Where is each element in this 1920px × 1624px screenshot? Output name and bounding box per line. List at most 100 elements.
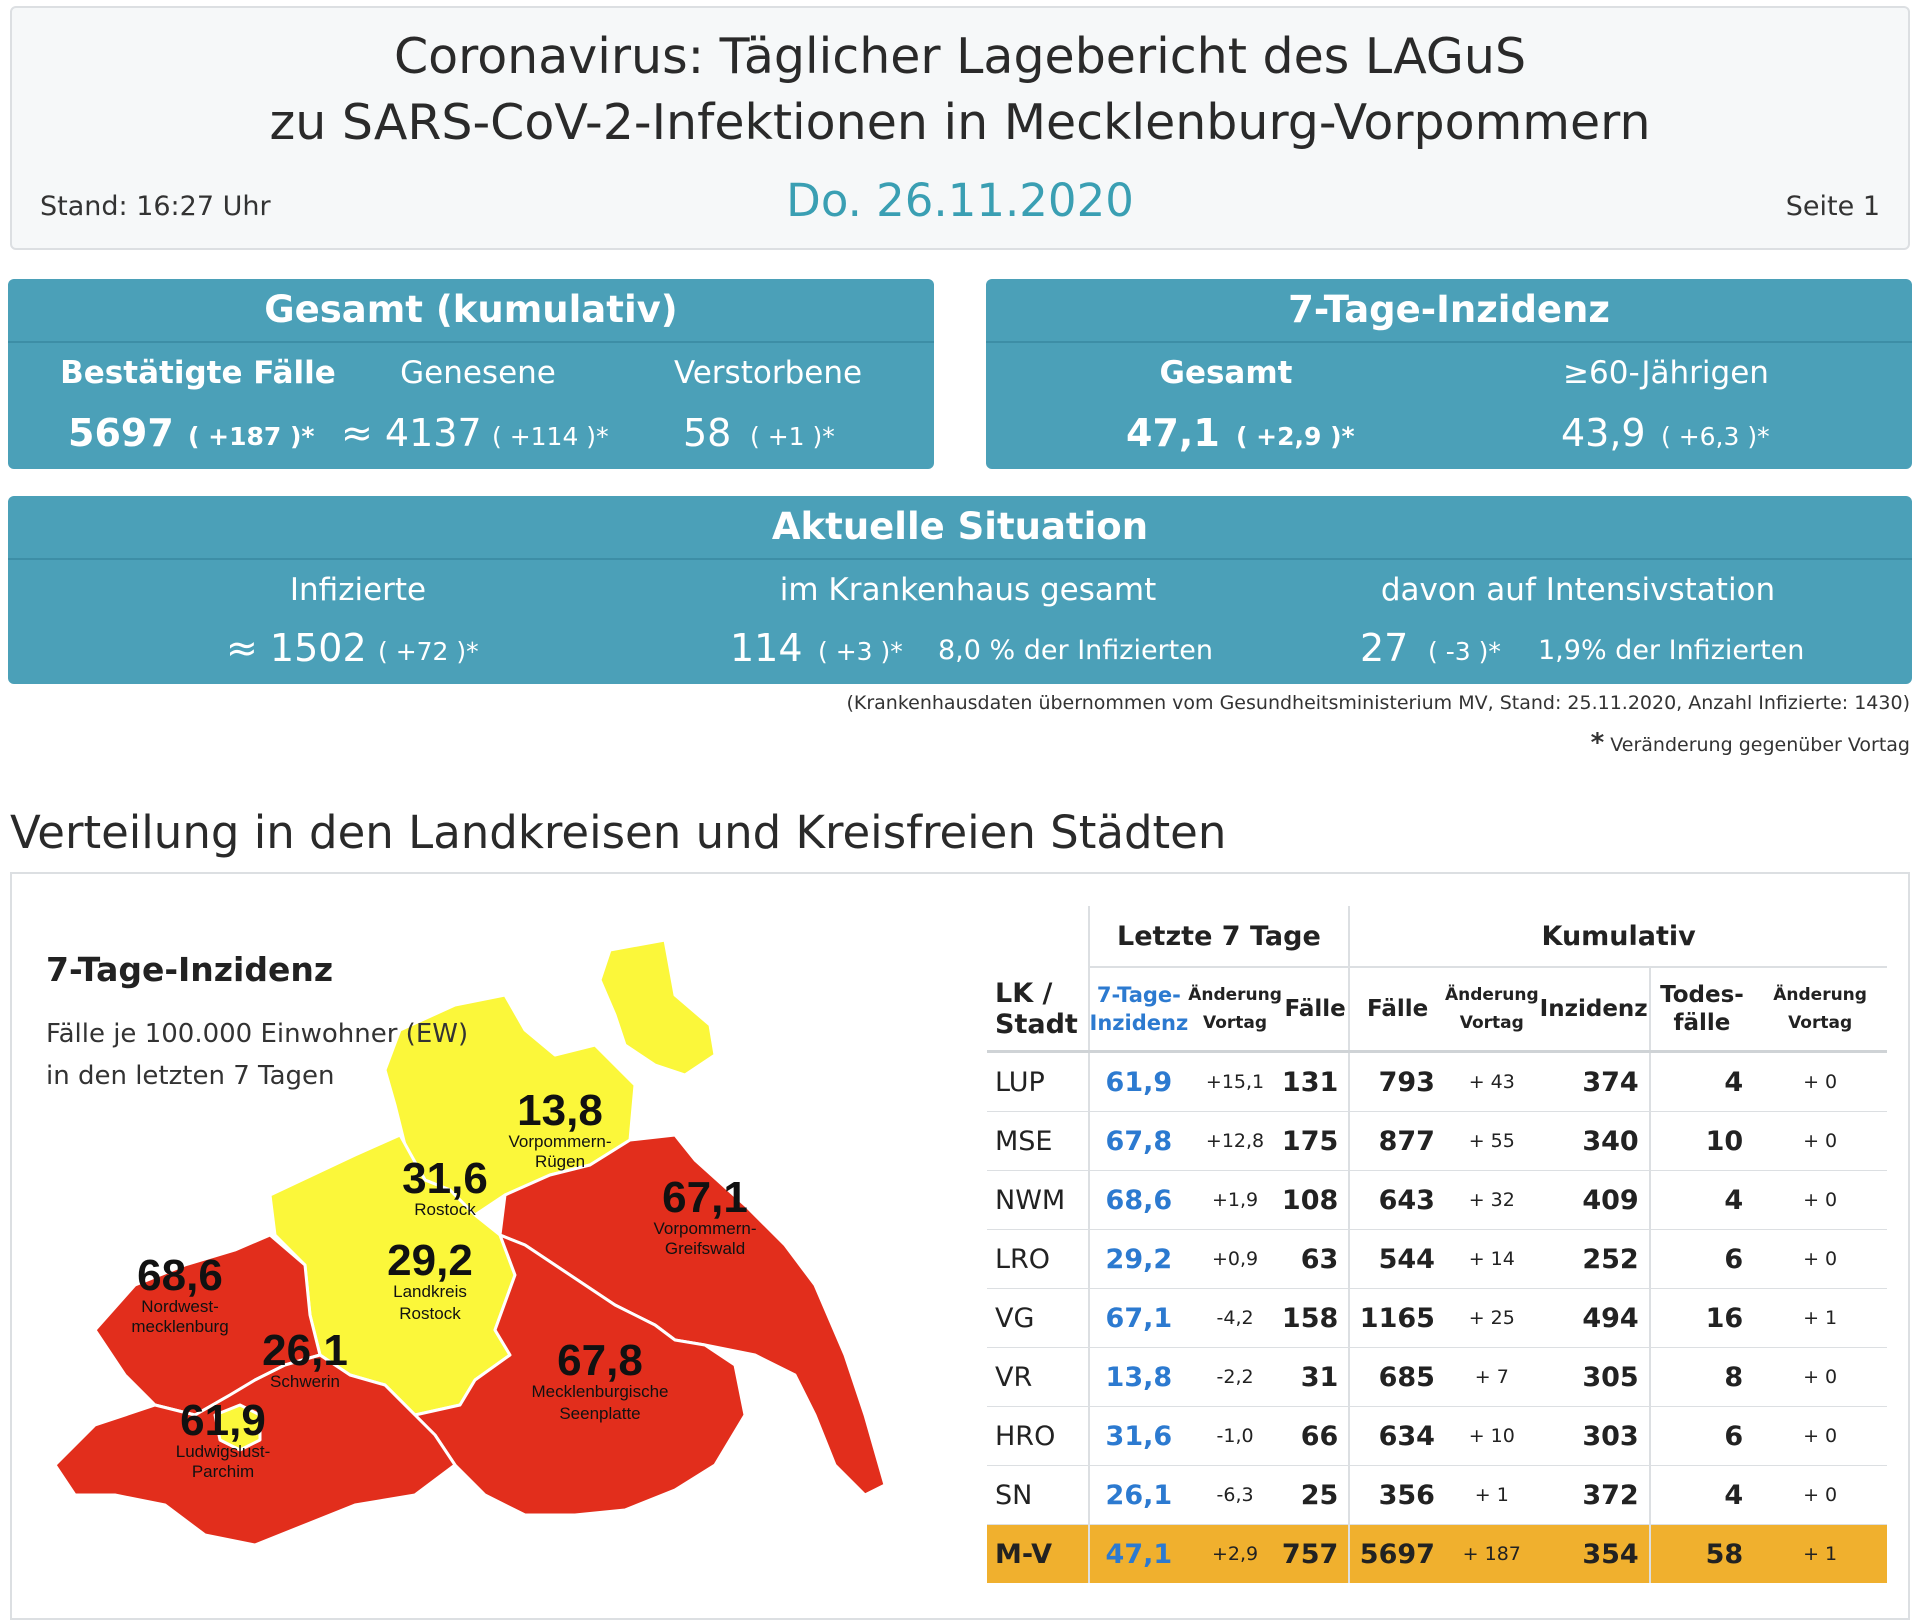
row-cases-cum: 544 xyxy=(1348,1229,1445,1289)
row-incidence-change: -4,2 xyxy=(1188,1288,1282,1348)
row-cases-7day: 158 xyxy=(1281,1288,1350,1348)
header-cases-change: Änderung Vortag xyxy=(1444,967,1539,1053)
incidence-senior-value: 43,9 xyxy=(1561,411,1646,455)
row-incidence: 67,1 xyxy=(1087,1288,1189,1348)
map-regions xyxy=(55,938,887,1547)
map-value-vorpommern-ruegen: 13,8 xyxy=(517,1086,603,1135)
row-incidence-cum: 409 xyxy=(1538,1170,1650,1230)
row-incidence: 29,2 xyxy=(1087,1229,1189,1289)
row-incidence-cum: 374 xyxy=(1538,1051,1650,1112)
map-name-vorpommern-greifswald-1: Vorpommern- xyxy=(654,1219,757,1238)
map-name-vorpommern-ruegen-1: Vorpommern- xyxy=(509,1132,612,1151)
table-row: NWM 68,6 +1,9 108 643 + 32 409 4 + 0 xyxy=(987,1170,1887,1230)
header-deaths-change: Änderung Vortag xyxy=(1753,967,1887,1053)
row-cases-cum: 1165 xyxy=(1348,1288,1445,1348)
total-incidence-change: +2,9 xyxy=(1188,1524,1282,1583)
hospital-value: 114 xyxy=(730,626,803,670)
row-deaths-change: + 0 xyxy=(1753,1465,1887,1525)
row-incidence: 26,1 xyxy=(1087,1465,1189,1525)
row-cases-7day: 108 xyxy=(1281,1170,1350,1230)
card-current-situation: Aktuelle Situation Infizierte im Kranken… xyxy=(8,496,1912,684)
total-incidence-cum: 354 xyxy=(1538,1524,1650,1583)
row-incidence: 67,8 xyxy=(1087,1111,1189,1171)
row-deaths-change: + 1 xyxy=(1753,1288,1887,1348)
row-deaths: 4 xyxy=(1648,1465,1754,1525)
header-deaths-change-1: Änderung xyxy=(1773,985,1867,1005)
report-header: Coronavirus: Täglicher Lagebericht des L… xyxy=(10,6,1910,250)
row-name: LUP xyxy=(987,1051,1089,1112)
icu-percent: 1,9% der Infizierten xyxy=(1538,635,1805,666)
header-cases-change-2: Vortag xyxy=(1459,1013,1524,1033)
map-value-nordwestmecklenburg: 68,6 xyxy=(137,1251,223,1300)
map-name-mecklenburgische-seenplatte-2: Seenplatte xyxy=(559,1404,640,1423)
infected-change: ( +72 )* xyxy=(378,637,479,666)
header-deaths-change-2: Vortag xyxy=(1788,1013,1853,1033)
header-lk: LK / xyxy=(995,977,1053,1009)
total-cases-cum: 5697 xyxy=(1348,1524,1445,1583)
card-incidence: 7-Tage-Inzidenz Gesamt ≥60-Jährigen 47,1… xyxy=(986,279,1912,469)
row-cases-change: + 14 xyxy=(1444,1229,1539,1289)
table-row: MSE 67,8 +12,8 175 877 + 55 340 10 + 0 xyxy=(987,1111,1887,1171)
table-column-header: LK / Stadt 7-Tage- Inzidenz Änderung Vor… xyxy=(987,967,1887,1053)
row-name: VR xyxy=(987,1347,1089,1407)
row-deaths-change: + 0 xyxy=(1753,1111,1887,1171)
table-total-row: M-V 47,1 +2,9 757 5697 + 187 354 58 + 1 xyxy=(987,1524,1887,1583)
map-labels: 13,8 Vorpommern- Rügen 31,6 Rostock 29,2… xyxy=(131,1086,756,1481)
row-cases-cum: 793 xyxy=(1348,1051,1445,1112)
hospital-percent: 8,0 % der Infizierten xyxy=(938,635,1213,666)
region-mecklenburgische-seenplatte xyxy=(413,1233,747,1517)
infected-label: Infizierte xyxy=(289,572,427,608)
incidence-total-label: Gesamt xyxy=(1159,355,1293,391)
header-empty xyxy=(987,906,1089,967)
header-7day-incidence: 7-Tage- Inzidenz xyxy=(1087,967,1189,1053)
table-row: VR 13,8 -2,2 31 685 + 7 305 8 + 0 xyxy=(987,1347,1887,1407)
header-cases-7day: Fälle xyxy=(1281,967,1350,1053)
row-cases-change: + 1 xyxy=(1444,1465,1539,1525)
map-value-schwerin: 26,1 xyxy=(262,1326,348,1375)
row-cases-cum: 356 xyxy=(1348,1465,1445,1525)
report-title-line2: zu SARS-CoV-2-Infektionen in Mecklenburg… xyxy=(269,94,1651,151)
header-deaths: Todes- fälle xyxy=(1648,967,1754,1053)
table-group-header: Letzte 7 Tage Kumulativ xyxy=(987,906,1887,968)
row-cases-change: + 55 xyxy=(1444,1111,1539,1171)
total-incidence: 47,1 xyxy=(1087,1524,1189,1583)
row-cases-change: + 32 xyxy=(1444,1170,1539,1230)
incidence-total-value: 47,1 xyxy=(1126,411,1220,455)
incidence-total-change: ( +2,9 )* xyxy=(1236,422,1355,451)
total-cases-change: + 187 xyxy=(1444,1524,1539,1583)
row-deaths: 6 xyxy=(1648,1406,1754,1466)
row-incidence-cum: 340 xyxy=(1538,1111,1650,1171)
row-incidence: 13,8 xyxy=(1087,1347,1189,1407)
header-incidence-change-1: Änderung xyxy=(1188,985,1282,1005)
row-name: VG xyxy=(987,1288,1089,1348)
row-cases-7day: 175 xyxy=(1281,1111,1350,1171)
row-incidence-cum: 252 xyxy=(1538,1229,1650,1289)
map-value-landkreis-rostock: 29,2 xyxy=(387,1236,473,1285)
row-cases-7day: 31 xyxy=(1281,1347,1350,1407)
map-name-nordwestmecklenburg-1: Nordwest- xyxy=(141,1297,218,1316)
infected-value: ≈ 1502 xyxy=(226,626,367,670)
card-current-title: Aktuelle Situation xyxy=(8,496,1912,560)
section-title: Verteilung in den Landkreisen und Kreisf… xyxy=(10,806,1227,859)
district-table: Letzte 7 Tage Kumulativ LK / Stadt 7-Tag… xyxy=(987,906,1887,1583)
confirmed-value: 5697 xyxy=(68,411,174,455)
row-incidence-cum: 372 xyxy=(1538,1465,1650,1525)
map-value-vorpommern-greifswald: 67,1 xyxy=(662,1173,748,1222)
confirmed-label: Bestätigte Fälle xyxy=(60,355,336,391)
header-lk-stadt: LK / Stadt xyxy=(987,967,1089,1053)
table-row: SN 26,1 -6,3 25 356 + 1 372 4 + 0 xyxy=(987,1465,1887,1525)
row-deaths: 16 xyxy=(1648,1288,1754,1348)
table-row: VG 67,1 -4,2 158 1165 + 25 494 16 + 1 xyxy=(987,1288,1887,1348)
row-deaths-change: + 0 xyxy=(1753,1229,1887,1289)
map-name-vorpommern-ruegen-2: Rügen xyxy=(535,1152,585,1171)
deceased-value: 58 xyxy=(683,411,732,455)
map-name-ludwigslust-parchim-1: Ludwigslust- xyxy=(176,1442,271,1461)
row-incidence-change: -1,0 xyxy=(1188,1406,1282,1466)
recovered-label: Genesene xyxy=(400,355,556,391)
header-7day-incidence-1: 7-Tage- xyxy=(1096,983,1181,1007)
card-cumulative: Gesamt (kumulativ) Bestätigte Fälle Gene… xyxy=(8,279,934,469)
row-deaths-change: + 0 xyxy=(1753,1347,1887,1407)
incidence-map: 13,8 Vorpommern- Rügen 31,6 Rostock 29,2… xyxy=(55,938,887,1547)
icu-change: ( -3 )* xyxy=(1428,637,1501,666)
map-name-ludwigslust-parchim-2: Parchim xyxy=(192,1462,254,1481)
